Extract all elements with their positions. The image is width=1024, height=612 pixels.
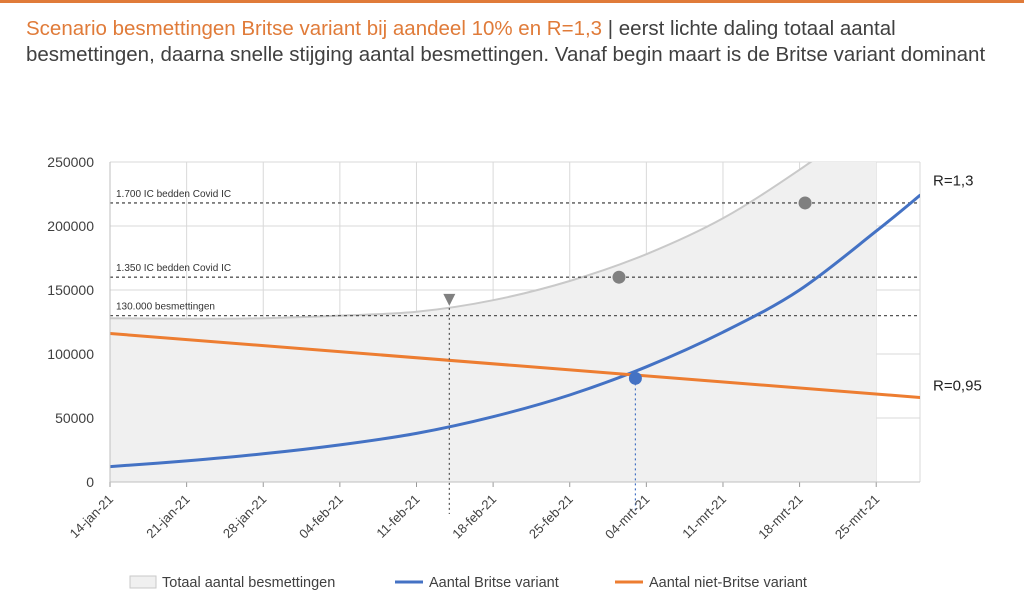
x-tick-label: 28-jan-21 [220, 492, 269, 541]
annotation-r-1-3: R=1,3 [933, 173, 973, 190]
legend-swatch-totaal [129, 575, 157, 589]
legend-label: Aantal niet-Britse variant [649, 575, 807, 591]
annotation-r-0-95: R=0,95 [933, 377, 982, 394]
marker-triangle [443, 293, 456, 306]
marker-grey-circle [798, 196, 812, 210]
y-tick-label: 100000 [47, 346, 94, 362]
x-tick-label: 18-feb-21 [449, 492, 499, 542]
marker-grey-circle [612, 270, 626, 284]
x-tick-label: 18-mrt-21 [755, 492, 805, 542]
page-title: Scenario besmettingen Britse variant bij… [26, 16, 986, 68]
y-tick-label: 0 [86, 474, 94, 490]
title-highlight: Scenario besmettingen Britse variant bij… [26, 17, 603, 40]
x-tick-label: 04-mrt-21 [602, 492, 652, 542]
area-layer [110, 162, 877, 482]
x-tick-label: 04-feb-21 [296, 492, 346, 542]
series-totaal-edge [110, 162, 813, 320]
x-tick-label: 25-feb-21 [526, 492, 576, 542]
title-separator: | [602, 17, 619, 40]
legend-label: Totaal aantal besmettingen [162, 575, 335, 591]
series-totaal-area [110, 162, 877, 482]
y-tick-label: 50000 [55, 410, 94, 426]
x-tick-label: 14-jan-21 [67, 492, 116, 541]
markers-layer [443, 196, 812, 514]
y-tick-label: 200000 [47, 218, 94, 234]
y-tick-label: 150000 [47, 282, 94, 298]
reference-line-label: 1.700 IC bedden Covid IC [116, 189, 231, 200]
top-accent-rule [0, 0, 1024, 3]
title-rest: eerst lichte daling totaal aantal besmet… [26, 17, 986, 66]
x-tick-label: 11-feb-21 [373, 492, 422, 541]
reference-line-label: 1.350 IC bedden Covid IC [116, 263, 231, 274]
legend-label: Aantal Britse variant [429, 575, 559, 591]
legend: Totaal aantal besmettingen Aantal Britse … [129, 575, 807, 591]
x-tick-label: 21-jan-21 [143, 492, 192, 541]
reference-lines-layer: 1.700 IC bedden Covid IC 1.350 IC bedden … [110, 189, 920, 317]
series-niet-britse-line [110, 332, 920, 399]
x-tick-label: 25-mrt-21 [832, 492, 882, 542]
reference-line-label: 130.000 besmettingen [116, 302, 215, 313]
marker-blue-circle [628, 371, 642, 385]
series-lines-layer [110, 193, 920, 469]
x-tick-label: 11-mrt-21 [679, 492, 729, 542]
y-tick-label: 250000 [47, 154, 94, 170]
series-britse-line [110, 193, 920, 469]
